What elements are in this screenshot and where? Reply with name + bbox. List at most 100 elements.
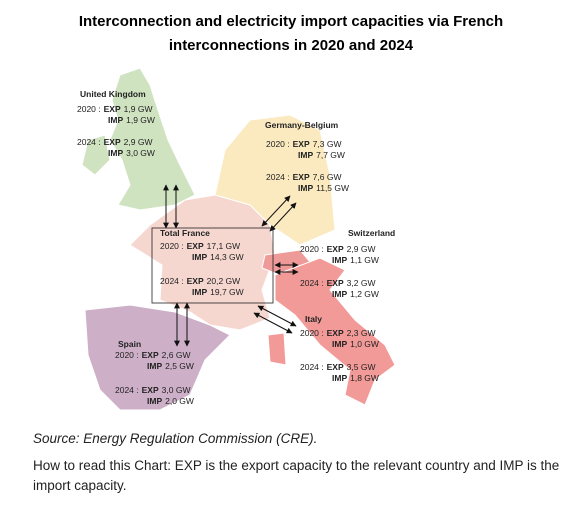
exp-value: 3,2 GW — [347, 278, 376, 288]
imp-value: 2,5 GW — [165, 361, 194, 371]
year: 2020 : — [300, 328, 324, 338]
exp-value: 2,6 GW — [162, 350, 191, 360]
exp-value: 1,9 GW — [124, 104, 153, 114]
region-name: Switzerland — [348, 228, 395, 238]
exp-label: EXP — [293, 172, 310, 182]
region-name: United Kingdom — [80, 89, 146, 99]
uk-shape — [81, 67, 196, 211]
exp-label: EXP — [187, 241, 204, 251]
imp-label: IMP — [332, 373, 347, 383]
exp-value: 2,9 GW — [347, 244, 376, 254]
exp-line: 2020 : EXP 2,3 GW — [300, 328, 375, 338]
imp-label: IMP — [108, 115, 123, 125]
exp-line: 2020 : EXP 1,9 GW — [77, 104, 152, 114]
imp-value: 1,2 GW — [350, 289, 379, 299]
exp-line: 2020 : EXP 7,3 GW — [266, 139, 341, 149]
exp-line: 2024 : EXP 3,0 GW — [115, 385, 190, 395]
imp-line: IMP 1,8 GW — [332, 373, 379, 383]
italy-shape — [267, 257, 396, 406]
exp-line: 2024 : EXP 3,5 GW — [300, 362, 375, 372]
imp-line: IMP 11,5 GW — [298, 183, 349, 193]
year: 2020 : — [115, 350, 139, 360]
imp-line: IMP 1,0 GW — [332, 339, 379, 349]
exp-value: 3,5 GW — [347, 362, 376, 372]
exp-label: EXP — [327, 362, 344, 372]
year: 2024 : — [266, 172, 290, 182]
exp-value: 3,0 GW — [162, 385, 191, 395]
france-box — [151, 227, 274, 304]
imp-line: IMP 1,2 GW — [332, 289, 379, 299]
imp-value: 3,0 GW — [126, 148, 155, 158]
region-name: Italy — [305, 314, 322, 324]
imp-line: IMP 7,7 GW — [298, 150, 345, 160]
exp-line: 2020 : EXP 2,6 GW — [115, 350, 190, 360]
imp-label: IMP — [108, 148, 123, 158]
region-name: Total France — [160, 228, 210, 238]
imp-value: 7,7 GW — [316, 150, 345, 160]
imp-label: IMP — [147, 396, 162, 406]
imp-line: IMP 19,7 GW — [192, 287, 244, 297]
exp-label: EXP — [142, 385, 159, 395]
imp-line: IMP 2,0 GW — [147, 396, 194, 406]
imp-value: 11,5 GW — [316, 183, 349, 193]
year: 2024 : — [160, 276, 184, 286]
exp-line: 2024 : EXP 3,2 GW — [300, 278, 375, 288]
imp-label: IMP — [147, 361, 162, 371]
source: Source: Energy Regulation Commission (CR… — [33, 431, 318, 446]
year: 2024 : — [115, 385, 139, 395]
arrow — [253, 312, 293, 334]
exp-label: EXP — [104, 104, 121, 114]
exp-value: 17,1 GW — [207, 241, 241, 251]
arrows — [163, 184, 299, 347]
countries — [81, 67, 396, 411]
exp-line: 2024 : EXP 2,9 GW — [77, 137, 152, 147]
arrow — [269, 202, 297, 232]
imp-label: IMP — [332, 255, 347, 265]
exp-line: 2024 : EXP 20,2 GW — [160, 276, 240, 286]
year: 2020 : — [160, 241, 184, 251]
exp-line: 2020 : EXP 2,9 GW — [300, 244, 375, 254]
imp-value: 1,1 GW — [350, 255, 379, 265]
imp-value: 1,0 GW — [350, 339, 379, 349]
exp-value: 7,6 GW — [313, 172, 342, 182]
imp-line: IMP 14,3 GW — [192, 252, 244, 262]
region-name: Spain — [118, 339, 141, 349]
year: 2024 : — [300, 278, 324, 288]
exp-line: 2024 : EXP 7,6 GW — [266, 172, 341, 182]
exp-value: 7,3 GW — [313, 139, 342, 149]
imp-label: IMP — [192, 287, 207, 297]
year: 2020 : — [300, 244, 324, 254]
imp-line: IMP 2,5 GW — [147, 361, 194, 371]
map: Interconnection and electricity import c… — [77, 13, 503, 411]
imp-label: IMP — [192, 252, 207, 262]
exp-label: EXP — [142, 350, 159, 360]
title-line: Interconnection and electricity import c… — [79, 13, 503, 30]
title-line: interconnections in 2020 and 2024 — [169, 37, 414, 54]
imp-value: 1,9 GW — [126, 115, 155, 125]
imp-label: IMP — [298, 183, 313, 193]
imp-label: IMP — [298, 150, 313, 160]
imp-value: 1,8 GW — [350, 373, 379, 383]
year: 2024 : — [300, 362, 324, 372]
imp-value: 2,0 GW — [165, 396, 194, 406]
year: 2020 : — [266, 139, 290, 149]
exp-label: EXP — [187, 276, 204, 286]
exp-value: 20,2 GW — [207, 276, 241, 286]
exp-label: EXP — [327, 244, 344, 254]
year: 2020 : — [77, 104, 101, 114]
exp-value: 2,9 GW — [124, 137, 153, 147]
spain-shape — [84, 304, 231, 411]
exp-label: EXP — [104, 137, 121, 147]
imp-line: IMP 1,1 GW — [332, 255, 379, 265]
imp-line: IMP 1,9 GW — [108, 115, 155, 125]
imp-value: 19,7 GW — [210, 287, 244, 297]
region-name: Germany-Belgium — [265, 120, 339, 130]
note: How to read this Chart: EXP is the expor… — [33, 458, 560, 493]
year: 2024 : — [77, 137, 101, 147]
imp-label: IMP — [332, 289, 347, 299]
exp-value: 2,3 GW — [347, 328, 376, 338]
exp-label: EXP — [327, 328, 344, 338]
exp-line: 2020 : EXP 17,1 GW — [160, 241, 240, 251]
imp-label: IMP — [332, 339, 347, 349]
